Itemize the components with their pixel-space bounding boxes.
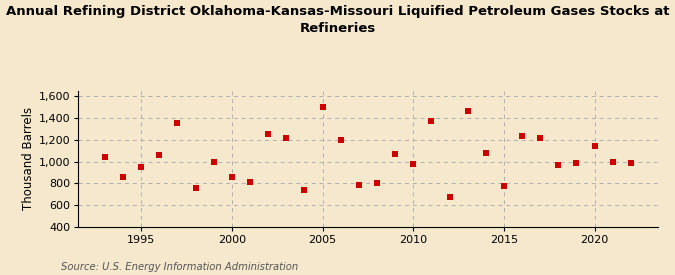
Point: [535, 135, 545, 140]
Point: [209, 159, 219, 164]
Text: Annual Refining District Oklahoma-Kansas-Missouri Liquified Petroleum Gases Stoc: Annual Refining District Oklahoma-Kansas…: [6, 6, 669, 34]
Point: [481, 151, 491, 155]
Point: [516, 134, 527, 139]
Point: [317, 105, 328, 109]
Point: [226, 175, 237, 179]
Point: [172, 121, 183, 126]
Text: Source: U.S. Energy Information Administration: Source: U.S. Energy Information Administ…: [61, 262, 298, 272]
Point: [154, 153, 165, 157]
Point: [136, 165, 146, 169]
Point: [426, 119, 437, 123]
Point: [263, 132, 273, 136]
Point: [335, 138, 346, 142]
Point: [371, 181, 382, 186]
Point: [408, 161, 418, 166]
Point: [389, 152, 400, 156]
Point: [244, 180, 255, 185]
Point: [589, 144, 600, 148]
Point: [299, 188, 310, 192]
Y-axis label: Thousand Barrels: Thousand Barrels: [22, 107, 35, 210]
Point: [190, 185, 201, 190]
Point: [281, 135, 292, 140]
Point: [99, 155, 110, 160]
Point: [608, 159, 618, 164]
Point: [117, 175, 128, 179]
Point: [462, 109, 473, 114]
Point: [553, 163, 564, 167]
Point: [444, 195, 455, 200]
Point: [626, 160, 637, 165]
Point: [499, 184, 510, 188]
Point: [354, 183, 364, 188]
Point: [571, 160, 582, 165]
